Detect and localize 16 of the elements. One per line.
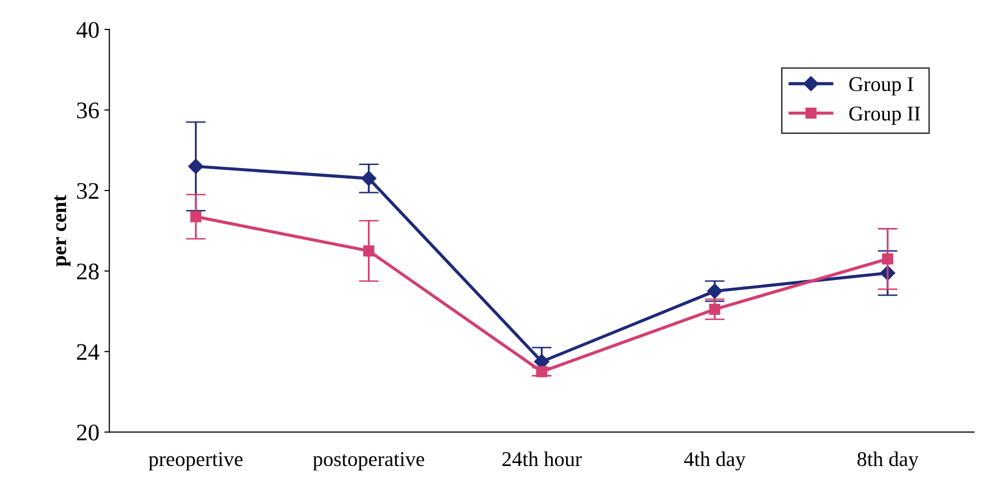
x-tick-label: postoperative <box>312 452 424 470</box>
y-tick-label: 40 <box>76 22 99 38</box>
y-tick-label: 20 <box>77 424 99 441</box>
y-tick-label: 36 <box>77 102 99 118</box>
point <box>363 245 374 256</box>
x-tick-label: 8th day <box>857 452 919 470</box>
point <box>709 304 720 315</box>
y-tick-label: 32 <box>77 183 98 199</box>
legend-label: Group II <box>849 106 920 125</box>
x-tick-label: 4th day <box>684 452 746 470</box>
x-tick-label: preopertive <box>148 452 243 470</box>
y-axis-title: per cent <box>54 194 70 266</box>
x-tick-label: 24th hour <box>502 452 582 466</box>
y-tick-label: 28 <box>77 264 99 280</box>
legend-label: Group I <box>849 77 914 96</box>
y-tick-label: 24 <box>77 344 100 360</box>
